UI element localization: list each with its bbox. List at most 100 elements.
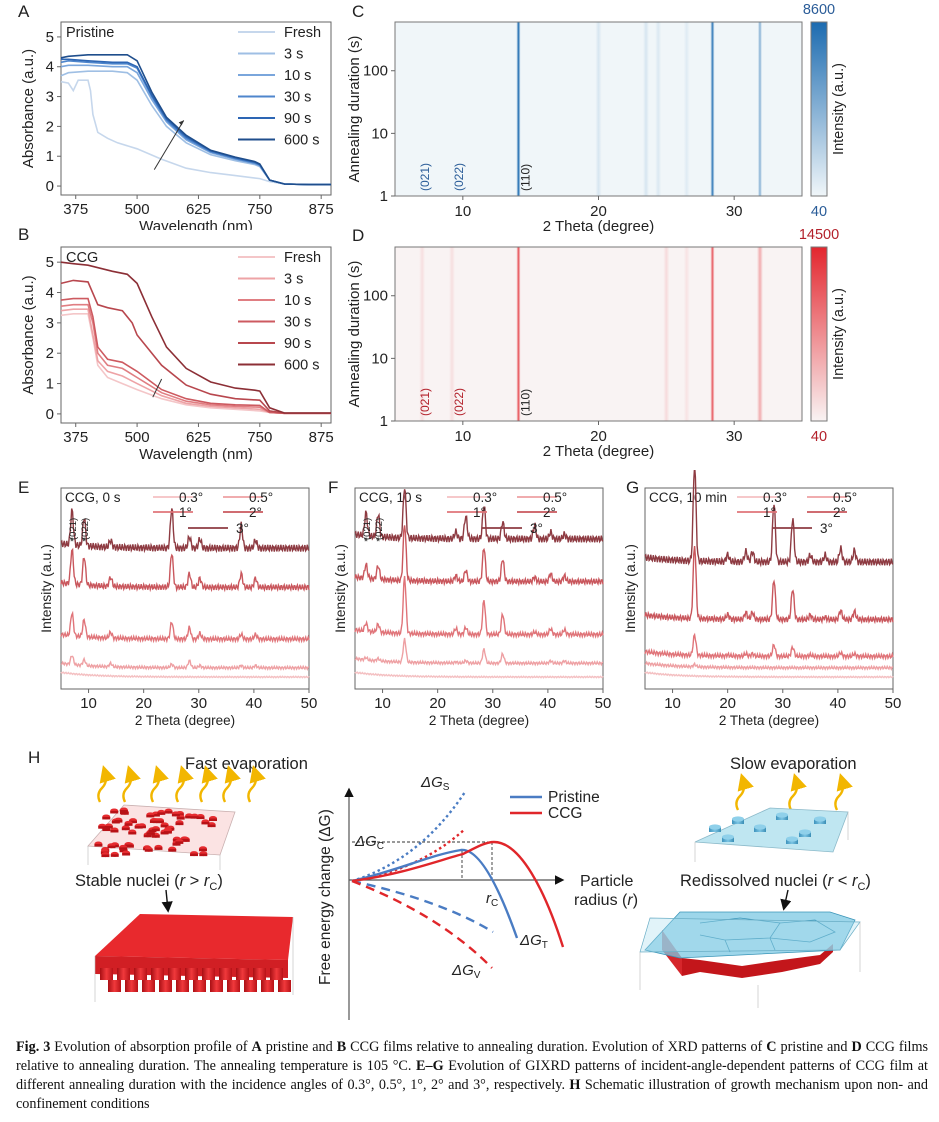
- x-tick-label: 50: [301, 695, 318, 712]
- grain-cylinder: [244, 980, 257, 992]
- x-tick-label: 30: [190, 695, 207, 712]
- plot-frame: [354, 487, 604, 690]
- legend-label: 0.3°: [473, 490, 497, 505]
- pristine-volume-energy-curve: [351, 879, 494, 934]
- x-tick-label: 30: [726, 203, 743, 220]
- colorbar-min-label: 40: [811, 429, 827, 445]
- gixrd-series-2°: [354, 525, 604, 587]
- redissolved-nuclei-label: Redissolved nuclei (r < rC): [680, 872, 871, 893]
- panel-label-g: G: [626, 478, 640, 497]
- legend-label: 10 s: [284, 293, 311, 309]
- chart-a-absorbance-pristine: 375 500 625 750 875 0 1 2 3 4 5 Wavelength (nm) Abso…: [20, 21, 334, 230]
- heatmap-peak-band: [642, 22, 649, 196]
- peak-annotation: (022): [374, 518, 385, 540]
- y-tick-label: 1: [46, 148, 54, 165]
- y-tick-label: 4: [46, 59, 54, 76]
- evaporation-arrow-icon: [122, 765, 141, 803]
- legend-ccg-label: CCG: [548, 805, 582, 822]
- y-tick-label: 1: [380, 188, 388, 205]
- chart-g-gixrd-10min: 10 20 30 40 50 2 Theta (degree) Intensity (a.u…: [622, 470, 901, 728]
- particle-radius-label-2: radius (r): [574, 892, 638, 909]
- x-tick-label: 40: [830, 695, 847, 712]
- legend-label: 3°: [236, 521, 249, 536]
- legend-label: 0.5°: [543, 490, 567, 505]
- y-axis-title: Intensity (a.u.): [38, 544, 54, 633]
- grain-cylinder: [278, 980, 291, 992]
- evaporation-arrow-icon: [222, 765, 241, 803]
- chart-inset-title: CCG, 10 min: [649, 490, 727, 505]
- legend-label: 1°: [179, 505, 192, 520]
- colorbar-max-label: 8600: [803, 2, 835, 18]
- legend-label: 3 s: [284, 47, 303, 63]
- legend-label: 90 s: [284, 111, 311, 127]
- gixrd-series-1°: [60, 610, 310, 644]
- caption-text: Evolution of absorption profile of: [50, 1039, 252, 1055]
- grain-cylinder: [117, 968, 130, 980]
- y-tick-label: 100: [363, 63, 388, 80]
- y-tick-label: 1: [46, 376, 54, 393]
- ccg-total-energy-curve: [351, 840, 565, 948]
- trend-arrowhead-icon: [178, 120, 184, 126]
- dgc-label: ΔGC: [354, 833, 384, 852]
- colorbar: [810, 21, 828, 197]
- x-tick-label: 750: [247, 201, 272, 218]
- x-tick-label: 875: [309, 429, 334, 446]
- heatmap-peak-band: [757, 22, 762, 196]
- x-axis-title: 2 Theta (degree): [135, 713, 235, 728]
- heatmap-peak-band: [516, 247, 521, 421]
- grain-cylinder: [168, 968, 181, 980]
- panel-label-e: E: [18, 478, 30, 497]
- heatmap-peak-band: [710, 22, 715, 196]
- grain-cylinder: [134, 968, 147, 980]
- x-tick-label: 750: [247, 429, 272, 446]
- peak-label: (110): [518, 164, 532, 191]
- y-axis-title: Absorbance (a.u.): [20, 49, 37, 168]
- pristine-total-energy-curve: [351, 848, 519, 939]
- trend-arrow-icon: [153, 120, 185, 170]
- particle-radius-label-1: Particle: [580, 873, 633, 890]
- gixrd-series-3°: [354, 489, 604, 545]
- x-tick-label: 20: [590, 428, 607, 445]
- grain-cylinder: [253, 968, 266, 980]
- x-axis-title: 2 Theta (degree): [543, 218, 654, 235]
- panel-label-d: D: [352, 226, 365, 245]
- legend-label: 2°: [543, 505, 556, 520]
- caption-text: CCG films relative to annealing duration…: [16, 1039, 929, 1074]
- peak-annotation: (021): [362, 518, 373, 540]
- y-axis-title: Annealing duration (s): [346, 261, 363, 408]
- x-axis-title: Wavelength (nm): [139, 218, 253, 230]
- grain-cylinder: [270, 968, 283, 980]
- plot-frame: [60, 246, 332, 424]
- legend-label: 30 s: [284, 90, 311, 106]
- dgs-label: ΔGS: [420, 774, 450, 793]
- series-line-600s: [60, 54, 331, 186]
- heatmap-peak-band: [448, 247, 455, 421]
- y-tick-label: 10: [371, 125, 388, 142]
- series-line-30s: [60, 297, 331, 415]
- evaporation-arrow-icon: [175, 765, 194, 803]
- grain-cylinder: [142, 980, 155, 992]
- plot-frame: [644, 487, 894, 690]
- gixrd-series-3°: [60, 508, 310, 554]
- x-tick-label: 30: [484, 695, 501, 712]
- trend-arrow-icon: [152, 378, 163, 398]
- y-tick-label: 100: [363, 288, 388, 305]
- chart-d-xrd-heatmap-ccg: 10 20 30 1 10 100 2 Theta (degree) Annealing du…: [346, 227, 847, 460]
- legend-label: 0.5°: [833, 490, 857, 505]
- grain-cylinder: [176, 980, 189, 992]
- peak-annotation: (022): [80, 518, 91, 540]
- dgt-label: ΔGT: [519, 932, 548, 951]
- caption-ref-b: B: [336, 1039, 347, 1055]
- legend-label: 30 s: [284, 315, 311, 331]
- peak-star-icon: *: [364, 536, 369, 548]
- peak-star-icon: *: [70, 536, 75, 548]
- gixrd-series-1°: [644, 632, 894, 662]
- nuclei-plane-right: [694, 807, 849, 862]
- x-tick-label: 20: [719, 695, 736, 712]
- hexagonal-grain-film: [639, 911, 861, 1008]
- x-axis-title: 2 Theta (degree): [429, 713, 529, 728]
- grain-cylinder: [227, 980, 240, 992]
- pristine-surface-energy-curve: [351, 791, 467, 883]
- peak-annotation: (021): [68, 518, 79, 540]
- legend-label: 3 s: [284, 272, 303, 288]
